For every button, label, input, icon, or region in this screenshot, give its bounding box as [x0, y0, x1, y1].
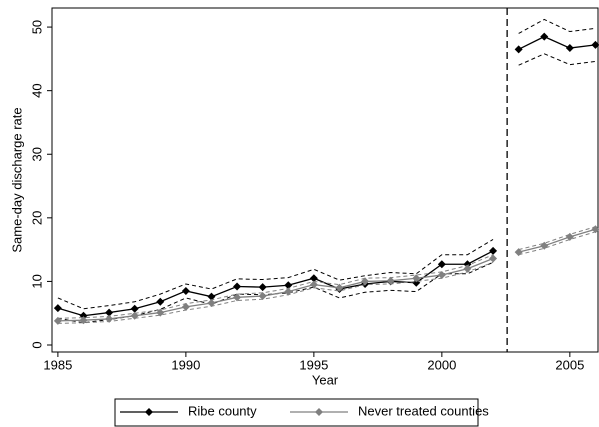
marker — [437, 271, 446, 280]
marker — [284, 281, 293, 290]
marker — [284, 287, 293, 296]
marker — [514, 45, 523, 54]
y-tick-label: 50 — [29, 20, 44, 34]
marker — [540, 32, 549, 41]
ci-upper-line — [518, 226, 596, 251]
ci-lower-line — [518, 53, 596, 66]
y-tick-label: 10 — [29, 274, 44, 288]
marker — [258, 283, 267, 292]
y-axis-label: Same-day discharge rate — [9, 107, 24, 252]
marker — [207, 292, 216, 301]
marker — [591, 225, 599, 234]
y-tick-label: 0 — [29, 341, 44, 348]
marker — [591, 40, 599, 49]
ci-upper-line — [57, 254, 494, 319]
marker — [361, 277, 370, 286]
marker — [156, 297, 165, 306]
marker — [489, 254, 498, 263]
marker — [233, 282, 242, 291]
series-line — [518, 228, 596, 253]
legend-marker — [145, 408, 153, 416]
x-tick-label: 1995 — [299, 357, 328, 372]
marker — [258, 292, 267, 301]
x-tick-label: 1990 — [171, 357, 200, 372]
ci-lower-line — [57, 261, 494, 324]
marker — [386, 276, 395, 285]
marker — [463, 264, 472, 273]
ci-lower-line — [57, 261, 494, 324]
marker — [156, 308, 165, 317]
marker — [565, 232, 574, 241]
x-tick-label: 2005 — [555, 357, 584, 372]
marker — [309, 274, 318, 283]
series-line — [57, 250, 494, 317]
y-tick-label: 40 — [29, 83, 44, 97]
marker — [79, 316, 88, 325]
x-tick-label: 2000 — [427, 357, 456, 372]
marker — [489, 246, 498, 255]
marker — [181, 286, 190, 295]
marker — [514, 248, 523, 257]
series-line — [57, 257, 494, 322]
marker — [105, 314, 114, 323]
ci-upper-line — [518, 18, 596, 34]
marker — [105, 308, 114, 317]
marker — [207, 299, 216, 308]
marker — [53, 316, 62, 325]
marker — [335, 283, 344, 292]
ci-upper-line — [57, 239, 494, 310]
marker — [309, 280, 318, 289]
marker — [565, 44, 574, 53]
marker — [412, 274, 421, 283]
legend-label: Ribe county — [188, 403, 257, 418]
ci-lower-line — [518, 231, 596, 256]
legend-label: Never treated counties — [358, 403, 489, 418]
marker — [437, 260, 446, 269]
marker — [53, 304, 62, 313]
legend-marker — [315, 408, 323, 416]
marker — [181, 302, 190, 311]
plot-frame — [51, 7, 599, 353]
marker — [130, 304, 139, 313]
series-line — [518, 35, 596, 50]
y-tick-label: 30 — [29, 147, 44, 161]
x-axis-label: Year — [312, 372, 339, 387]
marker — [130, 311, 139, 320]
x-tick-label: 1985 — [43, 357, 72, 372]
y-tick-label: 20 — [29, 211, 44, 225]
marker — [540, 241, 549, 250]
marker — [233, 293, 242, 302]
